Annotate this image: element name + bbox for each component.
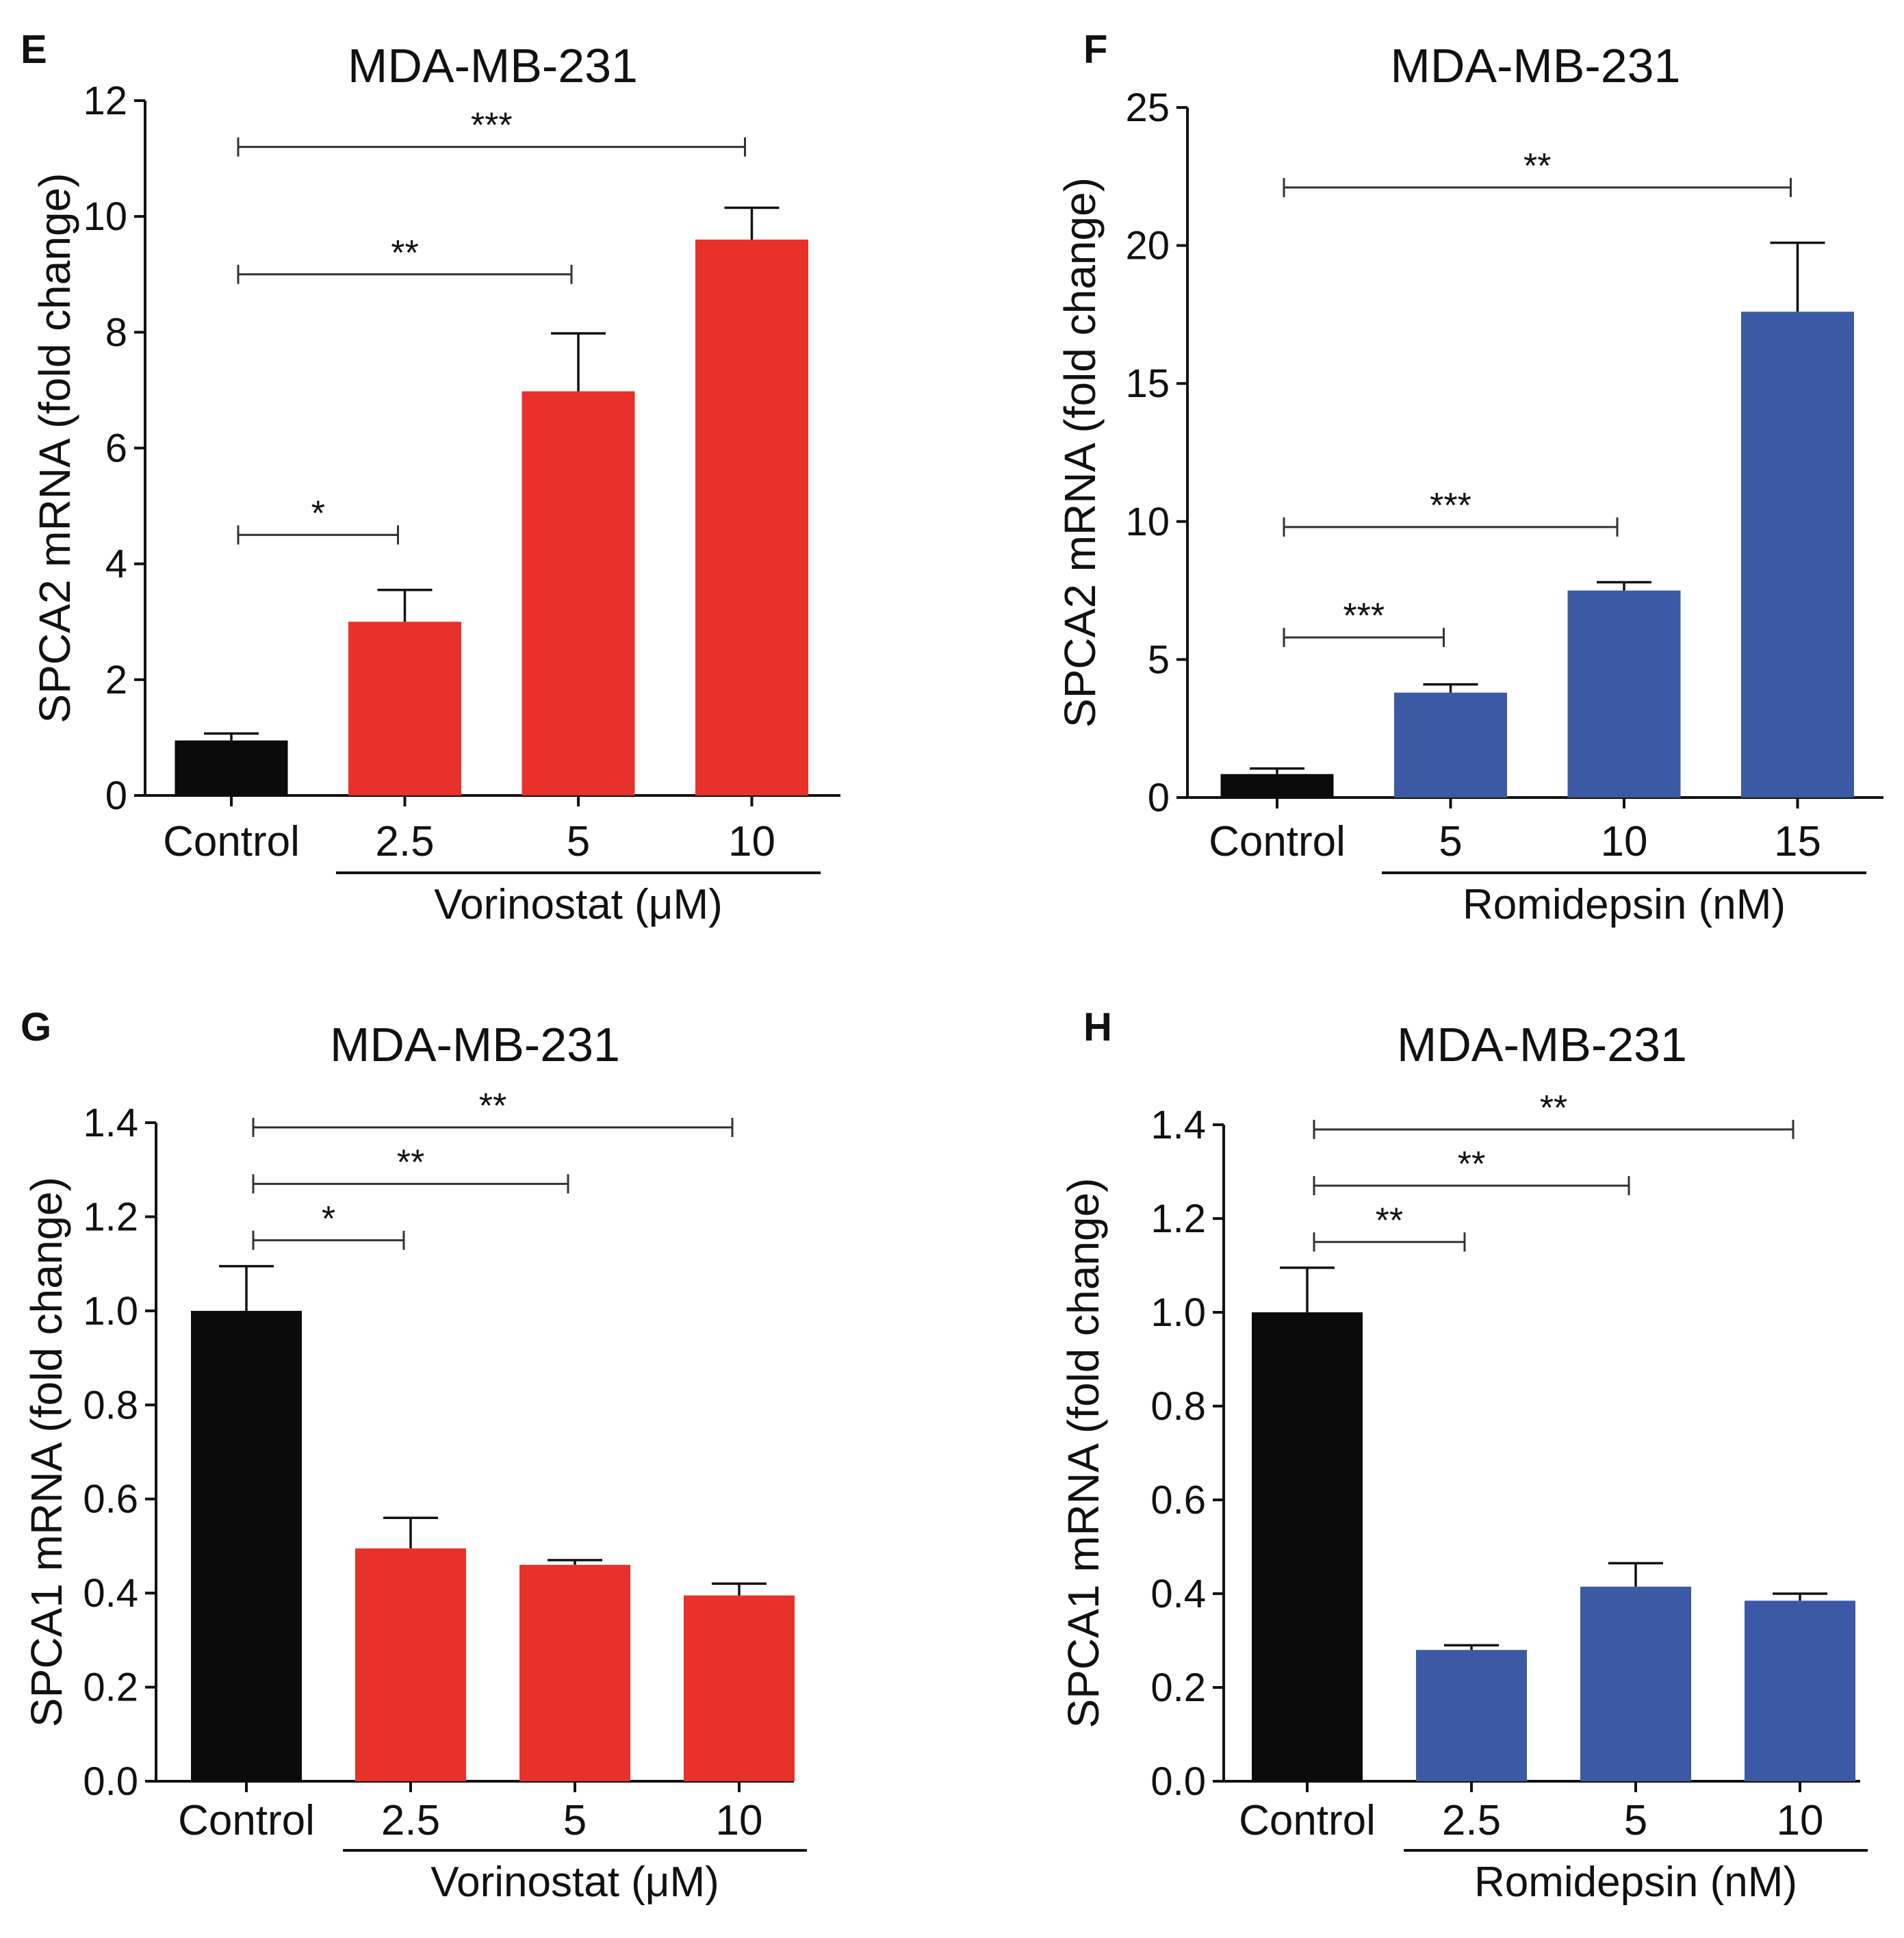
panel-g-y-tick-label: 1.0 <box>83 1289 138 1334</box>
panel-f-y-tick-label: 20 <box>1125 224 1170 268</box>
panel-g-category-label: 10 <box>716 1797 763 1844</box>
panel-e-bar <box>695 240 808 795</box>
panel-h-bar <box>1252 1312 1363 1781</box>
panel-h-y-tick-label: 0.6 <box>1150 1478 1206 1522</box>
panel-f-x-axis-label: Romidepsin (nM) <box>1463 881 1786 928</box>
panel-g-category-label: Control <box>178 1797 315 1844</box>
panel-g-y-tick-label: 0.6 <box>83 1477 138 1522</box>
panel-g-y-axis-label: SPCA1 mRNA (fold change) <box>22 1177 71 1727</box>
panel-g-title: MDA-MB-231 <box>330 1018 620 1071</box>
panel-e-category-label: 5 <box>567 818 590 865</box>
panel-f-category-label: 10 <box>1601 818 1648 865</box>
panel-h-y-tick-label: 0.4 <box>1150 1572 1206 1616</box>
panel-g-y-tick-label: 1.2 <box>83 1195 138 1239</box>
panel-g-bar <box>519 1564 630 1781</box>
panel-h-x-axis-label: Romidepsin (nM) <box>1474 1859 1797 1906</box>
panel-e-category-label: Control <box>163 818 300 865</box>
panel-h-bar <box>1745 1601 1855 1781</box>
panel-g-significance-label: ** <box>479 1086 506 1126</box>
panel-h-y-tick-label: 1.2 <box>1150 1197 1206 1241</box>
panel-f-bar <box>1394 692 1507 798</box>
panel-e-significance-label: *** <box>471 106 513 146</box>
panel-g-letter: G <box>21 1005 51 1049</box>
panel-h-title: MDA-MB-231 <box>1397 1018 1687 1071</box>
panel-f-y-tick-label: 0 <box>1148 776 1170 820</box>
panel-f-y-tick-label: 10 <box>1125 500 1170 544</box>
panel-e-category-label: 10 <box>728 818 775 865</box>
panel-e-bar <box>348 622 461 795</box>
panel-f-category-label: 15 <box>1774 818 1821 865</box>
panel-g-y-tick-label: 1.4 <box>83 1101 138 1145</box>
panel-h-letter: H <box>1083 1005 1112 1049</box>
panel-g-y-tick-label: 0.0 <box>83 1759 138 1804</box>
panel-f-significance-label: *** <box>1343 596 1385 636</box>
panel-e-y-tick-label: 4 <box>105 542 127 587</box>
panel-f-y-tick-label: 5 <box>1148 637 1170 682</box>
panel-f-significance-label: *** <box>1430 486 1471 526</box>
panel-e-significance-label: ** <box>391 233 418 273</box>
panel-f-bar <box>1567 590 1681 798</box>
panel-g-category-label: 2.5 <box>381 1797 440 1844</box>
panel-f-title: MDA-MB-231 <box>1391 39 1681 92</box>
panel-g-category-label: 5 <box>563 1797 587 1844</box>
panel-g-x-axis-label: Vorinostat (μM) <box>430 1859 719 1906</box>
panel-f-y-tick-label: 15 <box>1125 361 1170 406</box>
panel-e-title: MDA-MB-231 <box>348 39 638 92</box>
panel-g-y-tick-label: 0.2 <box>83 1666 138 1710</box>
panel-f-y-tick-label: 25 <box>1125 86 1170 130</box>
panel-h-significance-label: ** <box>1540 1088 1567 1128</box>
panel-g-y-tick-label: 0.4 <box>83 1571 138 1616</box>
panel-h-y-axis-label: SPCA1 mRNA (fold change) <box>1059 1178 1108 1729</box>
panel-h-category-label: 5 <box>1624 1797 1647 1844</box>
panel-f-bar <box>1220 774 1334 798</box>
panel-e-letter: E <box>21 27 47 72</box>
panel-g-bar <box>684 1595 795 1781</box>
panel-h-significance-label: ** <box>1458 1145 1485 1184</box>
panel-h-category-label: 2.5 <box>1442 1797 1501 1844</box>
panel-e-category-label: 2.5 <box>375 818 434 865</box>
panel-h-category-label: 10 <box>1777 1797 1824 1844</box>
panel-h-bar <box>1416 1650 1527 1781</box>
panel-e-y-tick-label: 10 <box>83 194 127 239</box>
panel-f-category-label: Control <box>1209 818 1346 865</box>
panel-h-y-tick-label: 0.2 <box>1150 1666 1206 1710</box>
panel-h-bar <box>1580 1586 1691 1781</box>
panel-h-y-tick-label: 0.0 <box>1150 1759 1206 1804</box>
panel-f-category-label: 5 <box>1439 818 1462 865</box>
panel-e-significance-label: * <box>311 494 325 533</box>
panel-h-y-tick-label: 1.4 <box>1150 1103 1206 1147</box>
panel-e-x-axis-label: Vorinostat (μM) <box>434 881 723 928</box>
panel-f-letter: F <box>1083 27 1107 72</box>
panel-e-y-tick-label: 2 <box>105 658 127 702</box>
panel-e-y-tick-label: 6 <box>105 426 127 471</box>
panel-f-bar <box>1741 311 1854 798</box>
panel-h-significance-label: ** <box>1376 1201 1403 1240</box>
panel-e-y-axis-label: SPCA2 mRNA (fold change) <box>30 173 79 724</box>
panel-g-bar <box>191 1310 302 1781</box>
panel-g-significance-label: ** <box>397 1143 424 1182</box>
panel-f-y-axis-label: SPCA2 mRNA (fold change) <box>1055 177 1105 728</box>
panel-h-y-tick-label: 1.0 <box>1150 1290 1206 1335</box>
panel-g-significance-label: * <box>322 1199 335 1239</box>
panel-f-significance-label: ** <box>1523 146 1551 186</box>
panel-e-y-tick-label: 0 <box>105 774 127 818</box>
panel-e-y-tick-label: 8 <box>105 310 127 355</box>
panel-h-category-label: Control <box>1239 1797 1376 1844</box>
panel-g-bar <box>355 1548 466 1781</box>
panel-e-bar <box>175 740 288 795</box>
panel-g-y-tick-label: 0.8 <box>83 1383 138 1427</box>
panel-e-bar <box>522 391 635 795</box>
panel-e-y-tick-label: 12 <box>83 79 127 123</box>
panel-h-y-tick-label: 0.8 <box>1150 1384 1206 1429</box>
